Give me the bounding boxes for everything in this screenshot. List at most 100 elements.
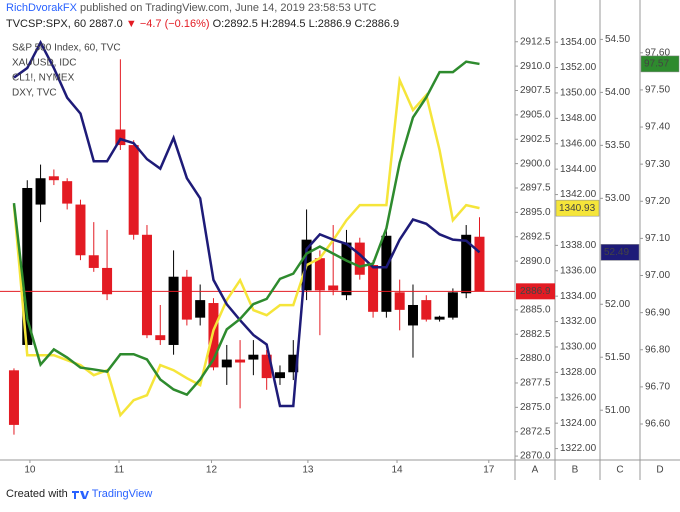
candle-body	[8, 370, 19, 425]
candle-body	[261, 354, 272, 379]
candle-body	[314, 258, 325, 291]
candle-body	[35, 178, 46, 205]
y-tick-label: 1348.00	[560, 113, 597, 124]
candle-body	[141, 234, 152, 336]
y-tick-label: 53.50	[605, 140, 630, 151]
y-tick-label: 1324.00	[560, 418, 597, 429]
candle-body	[181, 276, 192, 320]
candle-body	[434, 316, 445, 320]
axis-name: A	[532, 465, 539, 476]
y-tick-label: 2880.0	[520, 353, 551, 364]
candle-body	[235, 359, 246, 363]
price-badge-label: 1340.93	[559, 203, 596, 214]
y-tick-label: 2875.0	[520, 402, 551, 413]
y-tick-label: 2890.0	[520, 256, 551, 267]
y-tick-label: 53.00	[605, 193, 630, 204]
legend-entry: CL1!, NYMEX	[12, 73, 75, 84]
y-tick-label: 2902.5	[520, 134, 551, 145]
series-line	[12, 75, 480, 418]
y-tick-label: 2905.0	[520, 110, 551, 121]
candle-body	[62, 181, 73, 204]
y-tick-label: 54.50	[605, 34, 630, 45]
y-tick-label: 96.60	[645, 419, 670, 430]
candle-body	[155, 335, 166, 341]
y-tick-label: 1330.00	[560, 342, 597, 353]
x-tick-label: 14	[391, 465, 403, 476]
candle-body	[394, 292, 405, 310]
candle-body	[354, 242, 365, 275]
candle-body	[102, 267, 113, 295]
y-tick-label: 1332.00	[560, 316, 597, 327]
y-tick-label: 2870.0	[520, 451, 551, 462]
y-tick-label: 1352.00	[560, 62, 597, 73]
y-tick-label: 1328.00	[560, 367, 597, 378]
price-badge	[640, 55, 680, 73]
y-tick-label: 1344.00	[560, 164, 597, 175]
y-tick-label: 2897.5	[520, 183, 551, 194]
candle-body	[328, 285, 339, 291]
created-with: Created with	[6, 488, 68, 500]
y-tick-label: 2877.5	[520, 378, 551, 389]
axis-name: C	[616, 465, 623, 476]
candle-body	[88, 255, 99, 268]
candle-body	[474, 236, 485, 292]
candle-body	[22, 187, 33, 345]
logo	[71, 491, 89, 499]
candle-body	[75, 204, 86, 256]
candle-body	[195, 300, 206, 318]
y-tick-label: 1342.00	[560, 189, 597, 200]
candle-body	[248, 354, 259, 360]
header: RichDvorakFX published on TradingView.co…	[6, 0, 399, 32]
y-tick-label: 97.30	[645, 159, 670, 170]
y-tick-label: 2885.0	[520, 304, 551, 315]
candle-body	[288, 354, 299, 373]
y-tick-label: 97.50	[645, 85, 670, 96]
axis-name: D	[656, 465, 663, 476]
y-tick-label: 1350.00	[560, 88, 597, 99]
candle-body	[407, 304, 418, 326]
candle-body	[461, 234, 472, 294]
y-tick-label: 2882.5	[520, 329, 551, 340]
y-tick-label: 97.10	[645, 233, 670, 244]
y-tick-label: 52.00	[605, 299, 630, 310]
series-line	[13, 39, 481, 408]
y-tick-label: 2872.5	[520, 426, 551, 437]
y-tick-label: 1338.00	[560, 240, 597, 251]
y-tick-label: 1322.00	[560, 443, 597, 454]
change: ▼ −4.7 (−0.16%)	[125, 18, 210, 30]
candle-body	[447, 292, 458, 318]
y-tick-label: 51.50	[605, 352, 630, 363]
y-tick-label: 1346.00	[560, 138, 597, 149]
author[interactable]: RichDvorakFX	[6, 2, 77, 14]
series-line	[12, 60, 480, 397]
price-badge-label: 97.57	[644, 59, 669, 70]
legend-entry: DXY, TVC	[12, 88, 57, 99]
x-tick-label: 17	[483, 465, 495, 476]
y-tick-label: 1336.00	[560, 265, 597, 276]
y-tick-label: 54.00	[605, 87, 630, 98]
chart: A 2870.0 2872.5 2875.0 2877.5 2880.0 2882.5 288…	[0, 0, 680, 480]
y-tick-label: 1354.00	[560, 37, 597, 48]
y-tick-label: 96.90	[645, 307, 670, 318]
candle-body	[421, 300, 432, 320]
price-badge	[555, 199, 600, 217]
y-tick-label: 2895.0	[520, 207, 551, 218]
brand[interactable]: TradingView	[91, 488, 153, 500]
y-tick-label: 97.60	[645, 47, 670, 58]
published: published on TradingView.com, June 14, 2…	[79, 2, 377, 14]
symbol: TVCSP:SPX, 60	[6, 18, 87, 30]
y-tick-label: 51.00	[605, 405, 630, 416]
y-tick-label: 2910.0	[520, 61, 551, 72]
candle-body	[115, 129, 126, 146]
price-badge	[516, 283, 555, 300]
candle-body	[221, 359, 232, 368]
x-tick-label: 10	[24, 465, 36, 476]
candle-body	[48, 176, 59, 181]
x-tick-label: 11	[114, 465, 125, 476]
price-badge-label: 52.49	[604, 247, 629, 258]
candle-body	[168, 276, 179, 345]
y-tick-label: 2912.5	[520, 36, 551, 47]
y-tick-label: 97.20	[645, 196, 670, 207]
x-tick-label: 13	[302, 465, 314, 476]
